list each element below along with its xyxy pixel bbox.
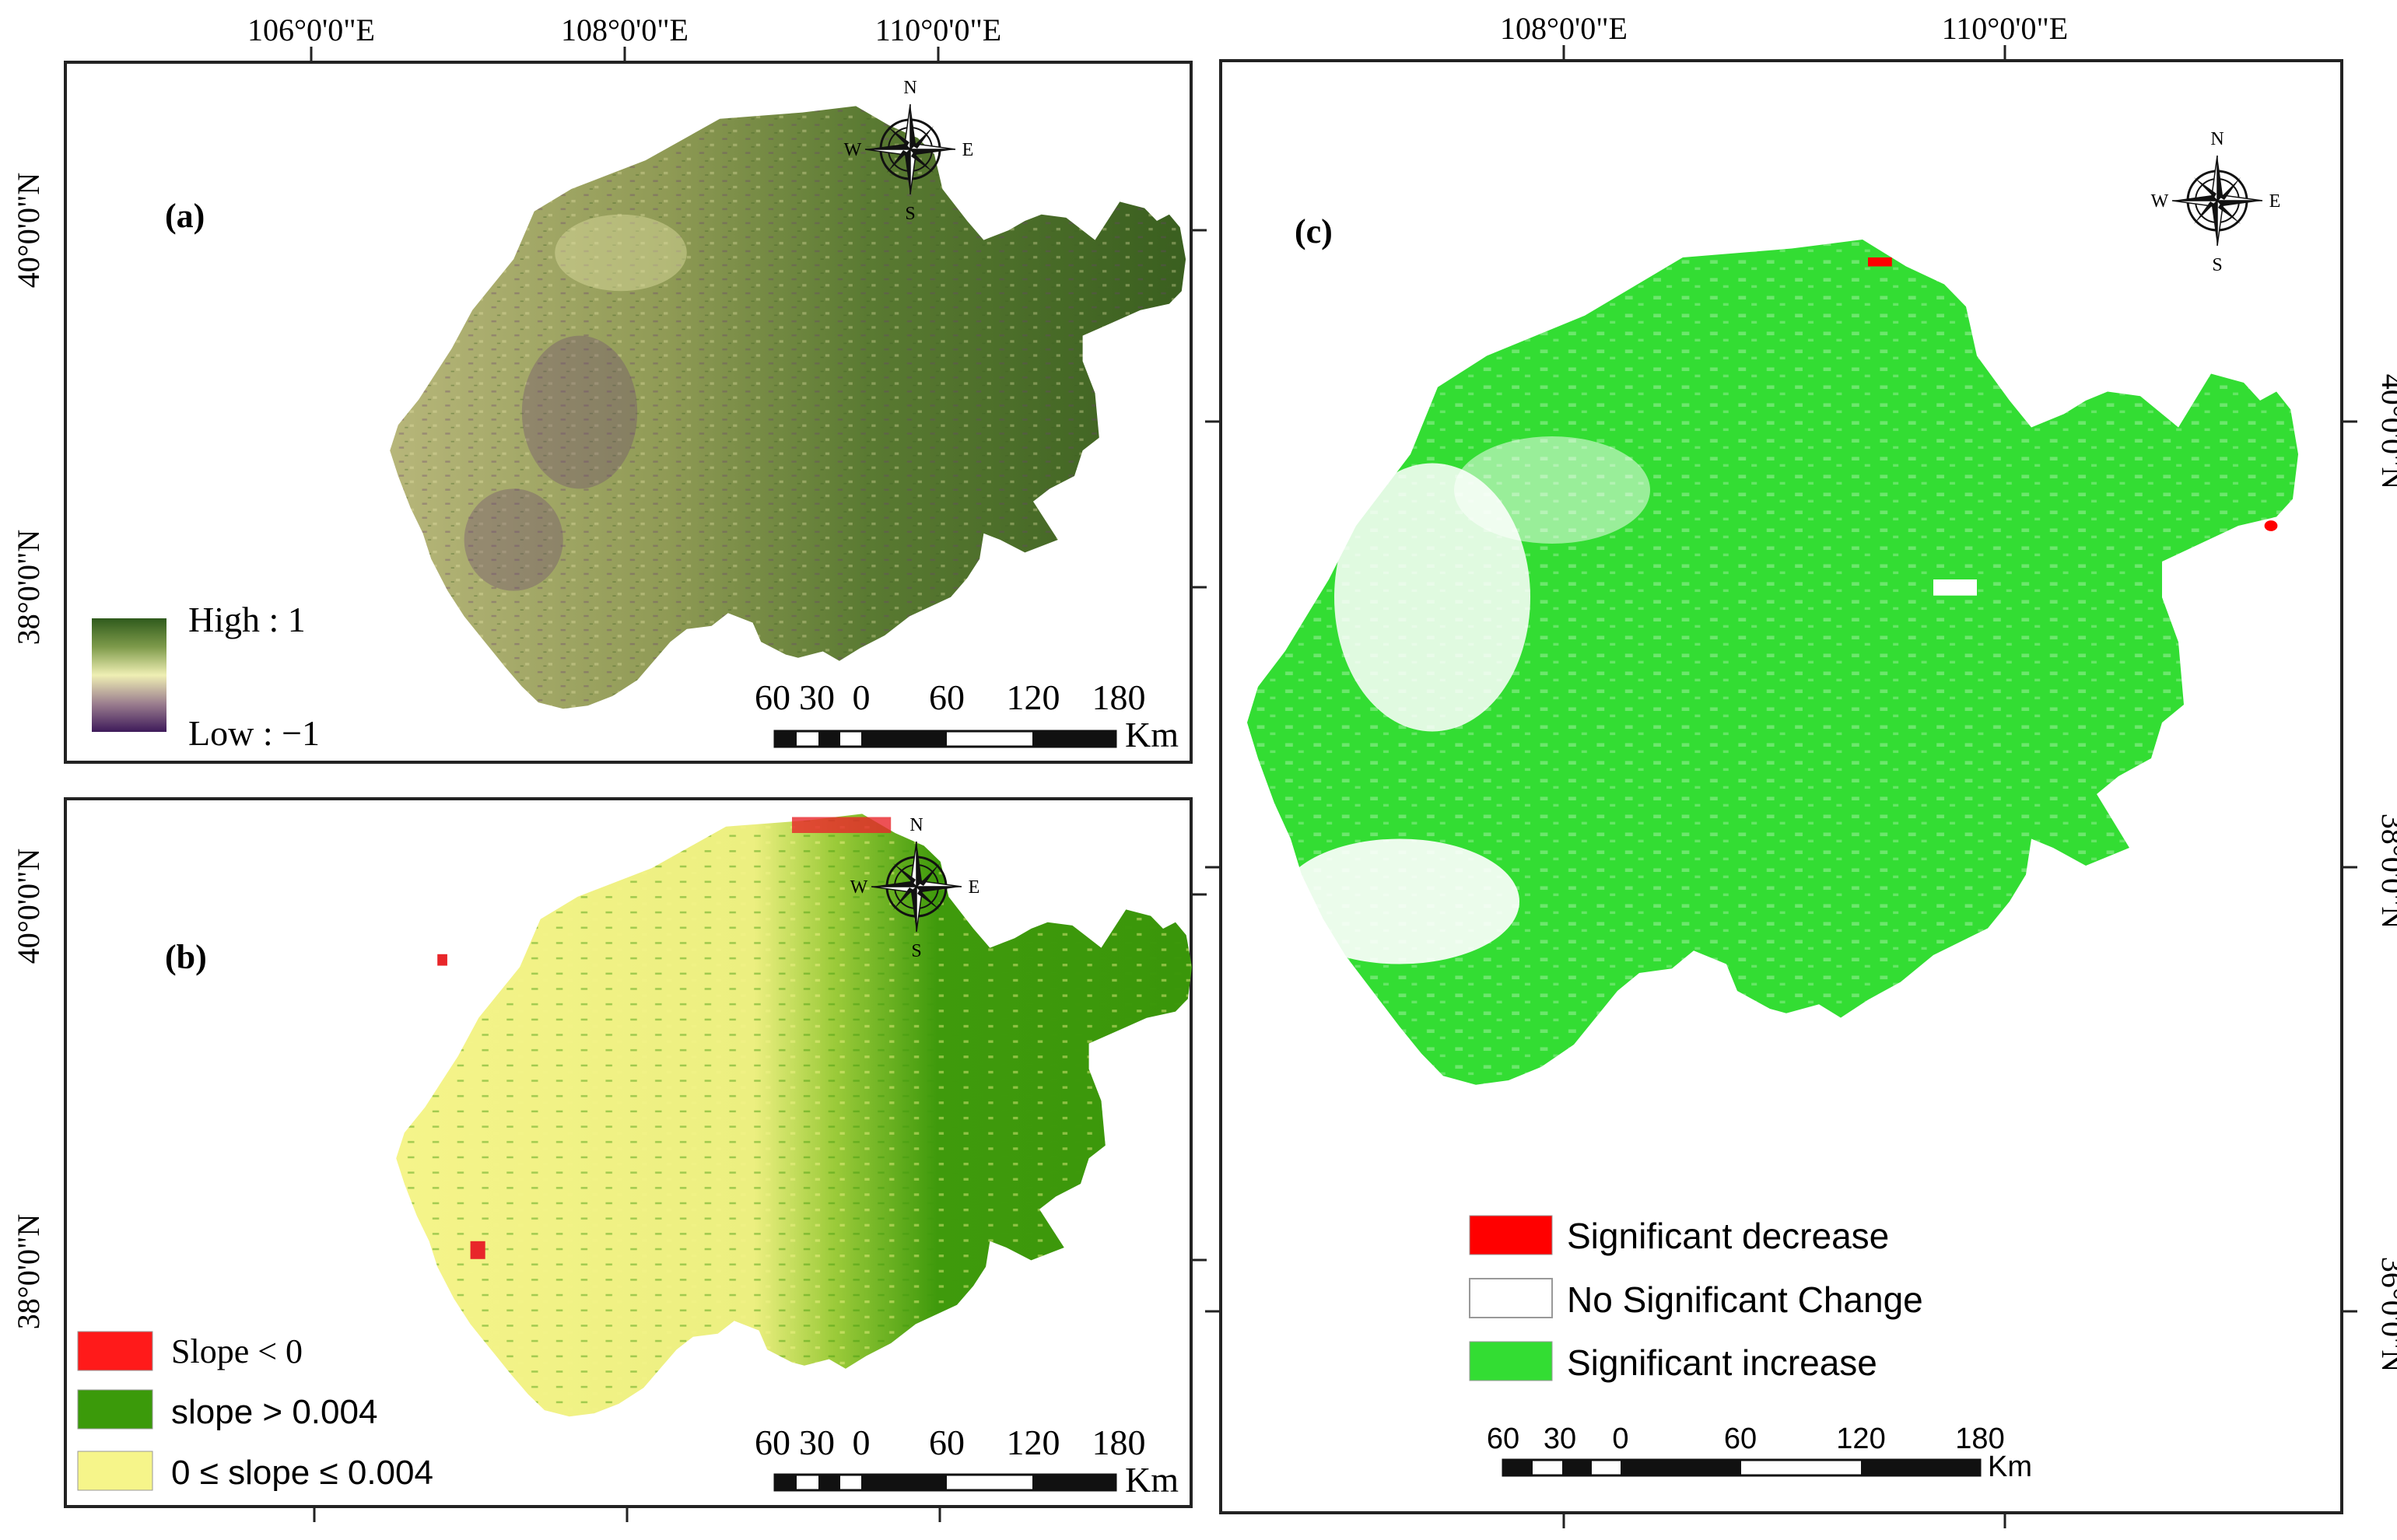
svg-text:E: E xyxy=(962,140,974,160)
svg-text:S: S xyxy=(2212,255,2222,275)
svg-text:W: W xyxy=(2151,191,2169,212)
legend-label: slope > 0.004 xyxy=(171,1393,377,1431)
svg-text:W: W xyxy=(850,877,868,898)
legend-swatch-no-change xyxy=(1469,1278,1553,1318)
lon-tick-label: 108°0'0"E xyxy=(561,12,689,47)
legend-low-label: Low : −1 xyxy=(188,713,320,753)
svg-text:0: 0 xyxy=(853,677,871,717)
lat-tick-label: 40°0'0"N xyxy=(11,849,46,964)
ndvi-map xyxy=(390,106,1186,709)
slope-legend: Slope < 0 slope > 0.004 0 ≤ slope ≤ 0.00… xyxy=(77,1331,433,1492)
panel-a: 106°0'0"E 108°0'0"E 110°0'0"E 40°0'0"N 3… xyxy=(11,12,1207,764)
lat-tick-label: 38°0'0"N xyxy=(11,1214,46,1329)
north-arrow-icon: N S E W xyxy=(844,78,974,224)
svg-text:N: N xyxy=(2210,129,2224,149)
panel-label: (a) xyxy=(165,197,205,235)
slope-map xyxy=(396,814,1193,1417)
svg-text:Km: Km xyxy=(1988,1451,2032,1483)
svg-text:30: 30 xyxy=(799,677,835,717)
scale-bar: 60 30 0 60 120 180 Km xyxy=(755,677,1179,754)
lat-tick-label: 40°0'0"N xyxy=(11,173,46,288)
svg-text:W: W xyxy=(844,140,862,160)
svg-text:120: 120 xyxy=(1007,677,1060,717)
svg-text:N: N xyxy=(909,815,923,835)
svg-text:60: 60 xyxy=(1724,1423,1757,1455)
svg-text:120: 120 xyxy=(1836,1423,1885,1455)
svg-text:30: 30 xyxy=(799,1423,835,1462)
svg-text:E: E xyxy=(2269,191,2281,212)
legend-label: Significant decrease xyxy=(1567,1216,1889,1256)
scale-bar: 60 30 0 60 120 180 Km xyxy=(755,1423,1179,1500)
legend-label: Significant increase xyxy=(1567,1342,1877,1383)
lat-tick-label: 40°0'0"N xyxy=(2375,374,2397,489)
svg-text:60: 60 xyxy=(929,1423,965,1462)
svg-text:Km: Km xyxy=(1125,715,1179,754)
panel-b: 40°0'0"N 38°0'0"N (b) N S E W Slope < 0 … xyxy=(11,797,1207,1522)
svg-text:60: 60 xyxy=(755,677,790,717)
legend-high-label: High : 1 xyxy=(188,600,306,639)
lon-tick-label: 110°0'0"E xyxy=(875,12,1001,47)
svg-text:S: S xyxy=(911,941,921,961)
north-arrow-icon: N S E W xyxy=(850,815,980,961)
panel-label: (c) xyxy=(1295,212,1333,250)
panel-c: 108°0'0"E 110°0'0"E 40°0'0"N 38°0'0"N 36… xyxy=(1205,11,2397,1528)
svg-text:S: S xyxy=(905,204,915,224)
ndvi-legend: High : 1 Low : −1 xyxy=(92,600,320,753)
lat-tick-label: 36°0'0"N xyxy=(2375,1257,2397,1372)
svg-text:N: N xyxy=(903,78,916,98)
legend-label: Slope < 0 xyxy=(171,1332,303,1370)
lon-tick-label: 110°0'0"E xyxy=(1942,11,2068,46)
legend-swatch-slope-neg xyxy=(77,1331,153,1371)
svg-text:0: 0 xyxy=(853,1423,871,1462)
svg-text:60: 60 xyxy=(755,1423,790,1462)
svg-text:30: 30 xyxy=(1544,1423,1576,1455)
lon-tick-label: 108°0'0"E xyxy=(1500,11,1628,46)
svg-text:180: 180 xyxy=(1092,677,1146,717)
svg-text:0: 0 xyxy=(1612,1423,1628,1455)
legend-label: 0 ≤ slope ≤ 0.004 xyxy=(171,1454,433,1492)
legend-swatch-slope-high xyxy=(77,1389,153,1430)
svg-text:60: 60 xyxy=(1487,1423,1519,1455)
lat-tick-label: 38°0'0"N xyxy=(11,530,46,645)
svg-text:60: 60 xyxy=(929,677,965,717)
significance-legend: Significant decrease No Significant Chan… xyxy=(1469,1215,1923,1383)
svg-text:Km: Km xyxy=(1125,1460,1179,1500)
lat-tick-label: 38°0'0"N xyxy=(2375,814,2397,929)
svg-text:E: E xyxy=(969,877,980,898)
lon-tick-label: 106°0'0"E xyxy=(247,12,375,47)
legend-swatch-increase xyxy=(1469,1341,1553,1381)
ndvi-legend-ramp xyxy=(92,618,166,732)
legend-label: No Significant Change xyxy=(1567,1279,1923,1320)
legend-swatch-decrease xyxy=(1469,1215,1553,1255)
legend-swatch-slope-low xyxy=(77,1451,153,1491)
svg-text:180: 180 xyxy=(1092,1423,1146,1462)
svg-text:180: 180 xyxy=(1955,1423,2004,1455)
svg-text:120: 120 xyxy=(1007,1423,1060,1462)
north-arrow-icon: N S E W xyxy=(2151,129,2281,275)
panel-label: (b) xyxy=(165,938,207,976)
significance-map xyxy=(1247,240,2298,1085)
scale-bar: 60 30 0 60 120 180 Km xyxy=(1487,1423,2032,1483)
